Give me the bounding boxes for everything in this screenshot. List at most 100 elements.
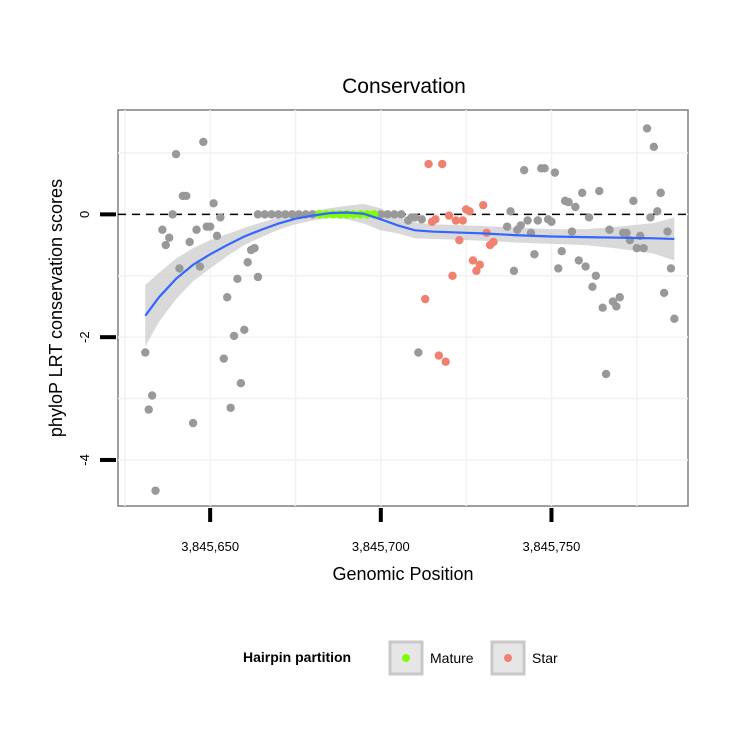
- data-point-other: [666, 264, 676, 273]
- data-point-other: [219, 354, 229, 363]
- data-point-other: [168, 210, 177, 219]
- data-point-star: [479, 200, 488, 210]
- data-point-star: [489, 237, 498, 247]
- data-point-star: [465, 207, 474, 216]
- data-point-other: [267, 210, 276, 219]
- data-point-star: [431, 215, 440, 224]
- y-axis-label: phyloP LRT conservation scores: [46, 179, 66, 437]
- data-point-other: [646, 213, 655, 222]
- data-point-other: [595, 186, 604, 196]
- data-point-other: [557, 247, 566, 256]
- data-point-other: [250, 243, 259, 253]
- data-point-other: [212, 231, 222, 241]
- data-point-other: [182, 191, 191, 201]
- data-point-star: [472, 266, 481, 276]
- data-point-other: [260, 210, 269, 219]
- data-point-other: [236, 379, 246, 388]
- data-point-other: [192, 225, 201, 234]
- data-point-other: [274, 210, 283, 219]
- y-tick-label: -2: [77, 331, 92, 343]
- smooth-trend-line: [144, 211, 675, 317]
- legend-marker-mature: [402, 654, 410, 662]
- data-point-other: [253, 210, 263, 219]
- smooth-line-path: [144, 211, 675, 317]
- data-point-other: [523, 216, 532, 225]
- data-point-other: [567, 227, 577, 236]
- data-point-star: [438, 159, 447, 169]
- data-point-other: [574, 256, 583, 265]
- legend-label-mature: Mature: [430, 650, 474, 666]
- data-point-star: [434, 351, 444, 360]
- data-point-other: [540, 164, 549, 173]
- data-point-other: [171, 150, 181, 159]
- x-tick-label: 3,845,750: [523, 539, 581, 554]
- y-tick-label: 0: [77, 211, 92, 218]
- x-tick-label: 3,845,650: [181, 539, 239, 554]
- data-point-other: [649, 142, 659, 152]
- data-point-other: [209, 199, 218, 208]
- data-point-other: [516, 221, 525, 230]
- data-point-other: [554, 264, 563, 273]
- data-point-other: [414, 348, 423, 357]
- data-point-other: [639, 243, 648, 253]
- data-point-star: [451, 216, 461, 225]
- data-point-other: [229, 331, 239, 341]
- data-point-star: [424, 159, 433, 169]
- data-point-other: [397, 210, 406, 219]
- data-point-other: [376, 210, 386, 219]
- data-point-other: [564, 197, 573, 207]
- data-point-star: [444, 211, 454, 220]
- data-point-star: [468, 256, 478, 265]
- plot-panel: [117, 109, 689, 507]
- data-point-star: [475, 260, 484, 269]
- data-point-other: [175, 264, 184, 273]
- data-point-other: [161, 240, 170, 250]
- data-point-other: [629, 196, 638, 206]
- data-point-other: [188, 418, 198, 428]
- data-point-other: [530, 250, 539, 259]
- data-point-other: [147, 391, 157, 400]
- data-point-other: [417, 215, 426, 224]
- data-point-other: [588, 282, 597, 292]
- data-point-other: [670, 314, 679, 323]
- y-tick-label: -4: [77, 454, 92, 466]
- legend: Hairpin partition Mature Star: [243, 640, 558, 676]
- data-point-other: [509, 266, 519, 276]
- data-point-other: [141, 348, 150, 357]
- data-point-other: [226, 403, 235, 412]
- plot-panel-border: [117, 109, 689, 507]
- data-point-other: [233, 274, 242, 284]
- data-point-other: [615, 293, 624, 302]
- data-point-other: [663, 227, 672, 236]
- confidence-band: [145, 203, 675, 347]
- data-point-other: [584, 213, 594, 222]
- data-point-other: [294, 210, 304, 219]
- legend-title: Hairpin partition: [243, 649, 351, 665]
- data-point-other: [642, 124, 652, 133]
- data-point-other: [158, 225, 167, 234]
- y-axis: -4 -2 0: [77, 211, 116, 466]
- data-point-other: [164, 233, 174, 242]
- data-point-other: [185, 237, 194, 247]
- data-point-other: [519, 165, 529, 175]
- data-point-star: [441, 357, 450, 366]
- data-point-other: [547, 217, 556, 226]
- data-point-other: [605, 225, 614, 234]
- data-point-other: [656, 188, 665, 198]
- data-point-other: [591, 271, 601, 280]
- data-point-other: [601, 369, 611, 379]
- legend-marker-star: [504, 654, 512, 662]
- data-point-other: [581, 262, 590, 271]
- data-point-other: [199, 137, 208, 147]
- data-point-other: [390, 210, 399, 219]
- data-point-other: [205, 222, 215, 231]
- data-point-other: [410, 213, 420, 222]
- data-point-other: [243, 258, 252, 267]
- data-point-other: [577, 188, 587, 198]
- data-point-other: [612, 302, 621, 311]
- data-point-star: [455, 235, 464, 245]
- data-point-other: [216, 213, 225, 222]
- x-axis-label: Genomic Position: [332, 564, 473, 584]
- data-point-other: [151, 486, 160, 495]
- data-point-star: [448, 271, 457, 280]
